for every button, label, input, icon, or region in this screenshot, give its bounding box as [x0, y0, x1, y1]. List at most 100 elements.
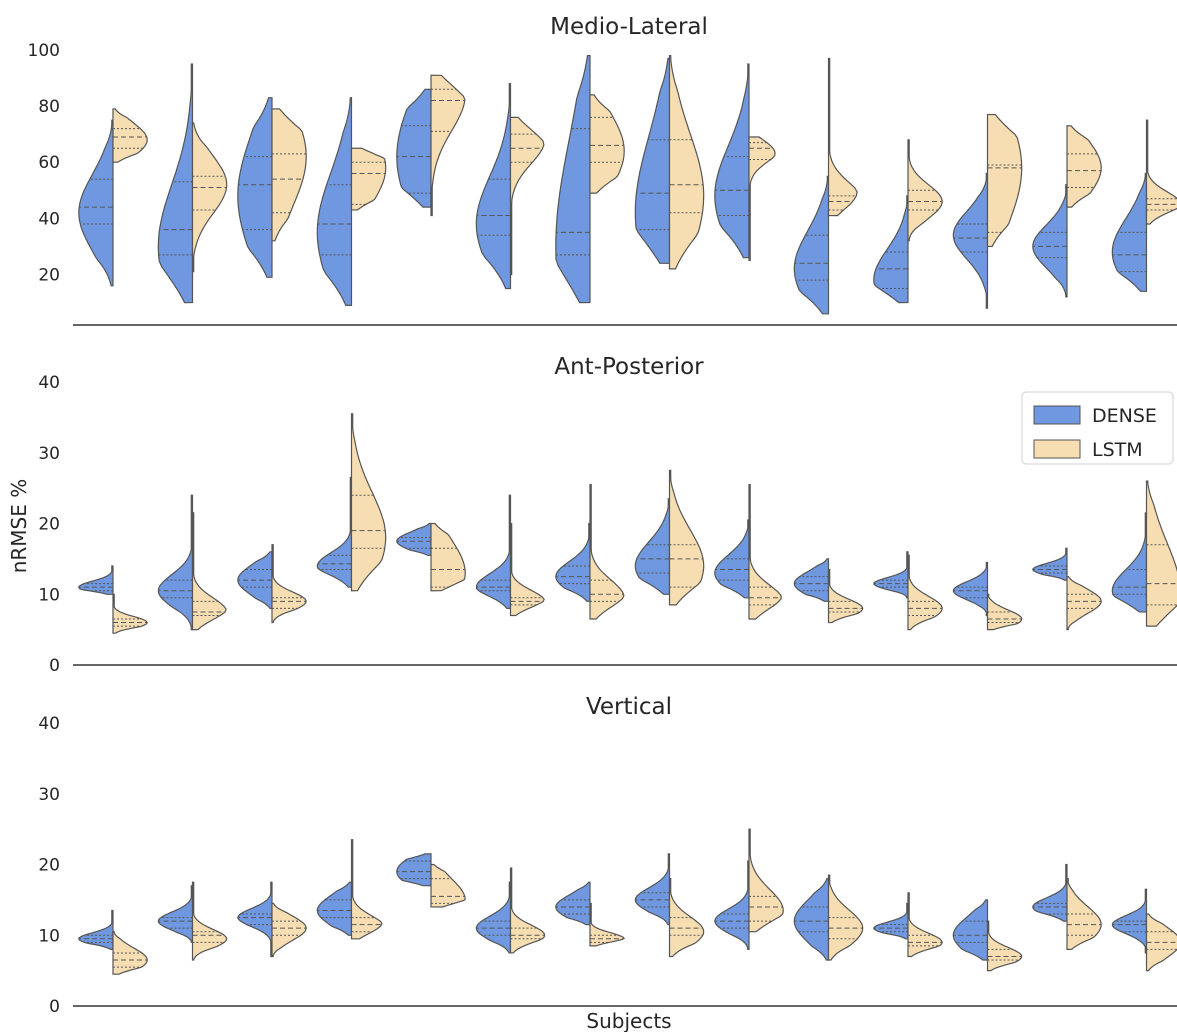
- violin-lstm-9: [748, 483, 782, 620]
- y-tick-label: 40: [38, 373, 60, 393]
- violin-dense-4: [316, 476, 353, 588]
- y-tick-label: 20: [38, 856, 60, 876]
- violin-dense-9: [714, 860, 750, 950]
- violin-lstm-6: [509, 867, 546, 954]
- violin-lstm-14: [1145, 480, 1177, 627]
- violin-lstm-10: [827, 568, 864, 624]
- violin-lstm-14: [1145, 913, 1177, 972]
- x-axis-label: Subjects: [586, 1009, 671, 1032]
- y-tick-label: 0: [49, 997, 60, 1017]
- violin-dense-5: [396, 853, 432, 887]
- legend: DENSE LSTM: [1021, 391, 1174, 465]
- violin-dense-13: [1032, 863, 1068, 922]
- panel-title: Vertical: [586, 694, 672, 720]
- y-tick-label: 60: [38, 153, 60, 173]
- violin-dense-13: [1032, 547, 1068, 581]
- violin-lstm-3: [271, 902, 307, 958]
- violin-dense-12: [952, 561, 989, 617]
- y-tick-label: 10: [38, 926, 60, 946]
- violin-lstm-6: [509, 116, 545, 276]
- violin-dense-6: [475, 494, 512, 609]
- panel-title: Medio-Lateral: [550, 14, 708, 40]
- violin-lstm-2: [191, 881, 228, 961]
- violin-lstm-13: [1066, 125, 1102, 208]
- y-tick-label: 0: [49, 656, 60, 676]
- violin-dense-7: [555, 881, 591, 926]
- panel-2: Vertical 0 10 20 30 40: [38, 694, 1177, 1017]
- y-tick-label: 40: [38, 209, 60, 229]
- violin-lstm-9: [748, 828, 784, 933]
- violin-dense-5: [396, 88, 432, 208]
- y-tick-label: 20: [38, 265, 60, 285]
- violin-lstm-10: [827, 57, 858, 217]
- violin-dense-10: [793, 877, 830, 961]
- violin-lstm-7: [589, 902, 625, 947]
- violin-dense-14: [1111, 512, 1148, 613]
- panel-1: Ant-Posterior 0 10 20 30 40: [38, 354, 1177, 676]
- violin-dense-8: [634, 498, 671, 595]
- violin-dense-2: [157, 63, 194, 304]
- violin-dense-11: [873, 195, 909, 304]
- violin-dense-5: [396, 522, 432, 556]
- violin-lstm-7: [589, 94, 625, 194]
- panel-0: Medio-Lateral 20 40 60 80 100: [28, 14, 1177, 326]
- violin-dense-6: [475, 881, 512, 954]
- legend-swatch-lstm: [1033, 439, 1081, 459]
- violin-dense-13: [1032, 184, 1068, 298]
- violin-lstm-4: [350, 839, 383, 940]
- violin-dense-12: [952, 899, 989, 961]
- violin-lstm-3: [271, 544, 307, 624]
- violin-lstm-5: [430, 522, 466, 592]
- y-tick-label: 10: [38, 585, 60, 605]
- violin-dense-2: [157, 494, 194, 631]
- violin-dense-1: [78, 909, 114, 950]
- violin-lstm-14: [1145, 119, 1177, 225]
- violin-dense-3: [237, 881, 273, 958]
- violin-lstm-8: [668, 469, 705, 606]
- y-tick-label: 100: [28, 41, 60, 61]
- violin-lstm-5: [430, 74, 466, 217]
- panel-title: Ant-Posterior: [554, 354, 704, 380]
- violin-lstm-8: [668, 54, 705, 270]
- y-axis-label: nRMSE %: [7, 479, 31, 574]
- violin-lstm-7: [589, 483, 625, 620]
- violin-dense-4: [316, 97, 353, 307]
- violin-lstm-11: [907, 892, 943, 958]
- violin-dense-10: [793, 175, 830, 315]
- violin-lstm-5: [430, 863, 466, 908]
- violin-dense-10: [793, 558, 830, 602]
- violin-dense-11: [873, 551, 909, 599]
- violin-lstm-12: [986, 920, 1023, 972]
- violin-lstm-11: [907, 554, 943, 631]
- y-tick-label: 40: [38, 714, 60, 734]
- violin-lstm-4: [350, 413, 387, 592]
- y-tick-label: 80: [38, 97, 60, 117]
- violin-dense-9: [714, 63, 750, 259]
- violin-dense-7: [555, 522, 591, 602]
- y-tick-label: 20: [38, 515, 60, 535]
- violin-dense-6: [475, 83, 512, 290]
- violin-lstm-13: [1066, 575, 1102, 631]
- y-tick-label: 30: [38, 444, 60, 464]
- violin-lstm-2: [191, 122, 228, 273]
- violin-dense-2: [157, 885, 194, 943]
- violin-dense-12: [952, 172, 989, 309]
- violin-lstm-3: [271, 108, 307, 242]
- violin-lstm-9: [748, 136, 776, 262]
- violin-panels: Medio-Lateral20406080100Ant-Posterior010…: [28, 14, 1177, 1017]
- violin-lstm-12: [986, 113, 1023, 248]
- violin-lstm-1: [112, 108, 148, 163]
- violin-dense-8: [634, 853, 671, 926]
- violin-dense-11: [873, 902, 909, 940]
- y-tick-label: 30: [38, 785, 60, 805]
- violin-lstm-4: [350, 147, 387, 211]
- violin-dense-7: [555, 54, 591, 304]
- violin-dense-8: [634, 57, 671, 264]
- legend-label-lstm: LSTM: [1092, 439, 1143, 461]
- violin-dense-1: [78, 119, 114, 287]
- legend-label-dense: DENSE: [1092, 405, 1157, 427]
- violin-dense-4: [316, 881, 353, 936]
- violin-dense-3: [237, 97, 273, 278]
- violin-dense-1: [78, 565, 114, 595]
